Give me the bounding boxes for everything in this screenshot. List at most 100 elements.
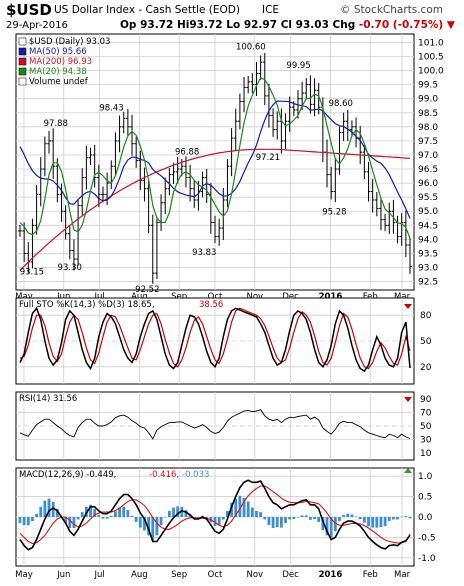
- macd-histogram-bar: [300, 515, 304, 517]
- ma50-line: [19, 100, 411, 219]
- macd-histogram-bar: [238, 495, 242, 517]
- price-annotation: 98.43: [99, 104, 123, 114]
- macd-histogram-bar: [134, 517, 138, 522]
- macd-histogram-bar: [342, 514, 346, 517]
- macd-histogram-bar: [93, 508, 97, 517]
- price-y-tick: 95.0: [418, 207, 438, 217]
- macd-histogram-bar: [350, 514, 354, 517]
- x-axis-label-bottom: Jun: [56, 570, 70, 580]
- macd-histogram-bar: [296, 517, 300, 518]
- price-annotation: 92.52: [135, 285, 159, 295]
- macd-histogram-bar: [263, 517, 267, 520]
- legend-entry: Volume undef: [29, 77, 89, 87]
- macd-histogram-bar: [109, 515, 113, 517]
- header-ohlc: Op 93.72 Hi93.72 Lo 92.97 Cl 93.03 Chg -…: [120, 19, 455, 31]
- macd-histogram-bar: [97, 514, 101, 517]
- macd-histogram-bar: [221, 517, 225, 520]
- macd-histogram-bar: [259, 512, 263, 517]
- rsi-y-tick: 70: [420, 408, 432, 418]
- macd-histogram-bar: [72, 517, 76, 529]
- price-annotation: 99.95: [286, 61, 310, 71]
- macd-histogram-bar: [226, 510, 229, 517]
- price-annotation: 98.60: [329, 99, 353, 109]
- price-annotation: 97.21: [256, 153, 280, 163]
- price-y-tick: 93.0: [418, 263, 438, 273]
- macd-histogram-bar: [213, 517, 217, 526]
- price-annotation: 93.30: [58, 263, 82, 273]
- macd-histogram-bar: [39, 506, 43, 517]
- header-date: 29-Apr-2016: [6, 20, 68, 31]
- x-axis-label-bottom: Feb: [363, 570, 378, 580]
- macd-title: MACD(12,26,9) -0.449,: [19, 470, 116, 480]
- price-annotation: 93.83: [192, 248, 216, 258]
- price-annotation: 100.60: [236, 43, 266, 53]
- rsi-line: [19, 409, 411, 440]
- rsi-down-arrow-icon: [404, 397, 412, 402]
- macd-histogram-bar: [371, 517, 375, 528]
- macd-histogram-bar: [313, 517, 316, 520]
- macd-histogram-bar: [333, 517, 337, 532]
- x-axis-label-bottom: Sep: [171, 570, 187, 580]
- rsi-y-tick: 10: [420, 449, 432, 459]
- hi-value: 93.72: [189, 19, 223, 31]
- macd-histogram-bar: [387, 517, 391, 522]
- legend-entry: MA(200) 96.93: [29, 57, 92, 67]
- rsi-y-tick: 90: [420, 395, 432, 405]
- x-axis-label-bottom: Oct: [208, 570, 223, 580]
- stoch-k-line: [19, 306, 411, 373]
- ma20-line: [19, 77, 411, 239]
- macd-histogram-bar: [329, 517, 333, 538]
- macd-histogram-bar: [279, 517, 283, 528]
- macd-histogram-bar: [163, 517, 167, 518]
- macd-histogram-bar: [105, 517, 109, 519]
- x-axis-label: Oct: [208, 292, 223, 302]
- rsi-y-tick: 30: [420, 436, 432, 446]
- macd-histogram-bar: [367, 517, 370, 527]
- cl-value: 93.03: [295, 19, 329, 31]
- macd-histogram-bar: [89, 504, 92, 517]
- macd-histogram-bar: [64, 517, 68, 524]
- macd-histogram-bar: [400, 516, 404, 518]
- price-y-tick: 94.0: [418, 235, 438, 245]
- macd-histogram-bar: [338, 517, 341, 522]
- op-label: Op: [120, 19, 137, 31]
- stoch-d-line: [19, 307, 411, 370]
- macd-histogram-bar: [176, 506, 180, 517]
- price-y-tick: 97.5: [418, 137, 438, 147]
- stoch-y-tick: 50: [420, 337, 432, 347]
- macd-histogram-bar: [271, 517, 275, 529]
- stoch-d-label: 38.56: [199, 300, 223, 310]
- macd-histogram-bar: [197, 517, 200, 518]
- stoch-down-arrow-icon: [404, 304, 412, 309]
- x-axis-label: May: [15, 292, 33, 302]
- macd-histogram-bar: [358, 517, 362, 520]
- macd-histogram-bar: [43, 500, 47, 517]
- price-y-tick: 95.5: [418, 193, 438, 203]
- macd-histogram-bar: [362, 517, 366, 523]
- macd-histogram-bar: [167, 510, 171, 517]
- macd-histogram-bar: [22, 517, 26, 526]
- macd-histogram-bar: [47, 498, 51, 517]
- price-y-tick: 96.5: [418, 165, 438, 175]
- macd-histogram-bar: [18, 517, 22, 524]
- macd-histogram-bar: [130, 515, 134, 517]
- price-y-tick: 99.0: [418, 95, 438, 105]
- macd-y-tick: 0.5: [418, 493, 432, 503]
- macd-y-tick: -0.5: [418, 533, 436, 543]
- down-arrow-icon: ▼: [446, 19, 455, 31]
- price-y-tick: 101.0: [418, 38, 444, 48]
- x-axis-label: Mar: [394, 292, 411, 302]
- rsi-title: RSI(14) 31.56: [19, 394, 77, 404]
- macd-histogram-bar: [68, 517, 72, 529]
- macd-histogram-bar: [288, 517, 292, 520]
- macd-histogram-bar: [255, 510, 258, 517]
- header-name: US Dollar Index - Cash Settle (EOD): [54, 4, 240, 16]
- price-y-tick: 100.0: [418, 67, 444, 77]
- macd-histogram-bar: [234, 498, 238, 517]
- legend-swatch: [18, 47, 27, 56]
- legend-swatch: [18, 57, 27, 66]
- macd-histogram-bar: [138, 517, 142, 528]
- legend-entry: MA(50) 95.66: [29, 47, 87, 57]
- header-brand: © StockCharts.com: [340, 4, 443, 16]
